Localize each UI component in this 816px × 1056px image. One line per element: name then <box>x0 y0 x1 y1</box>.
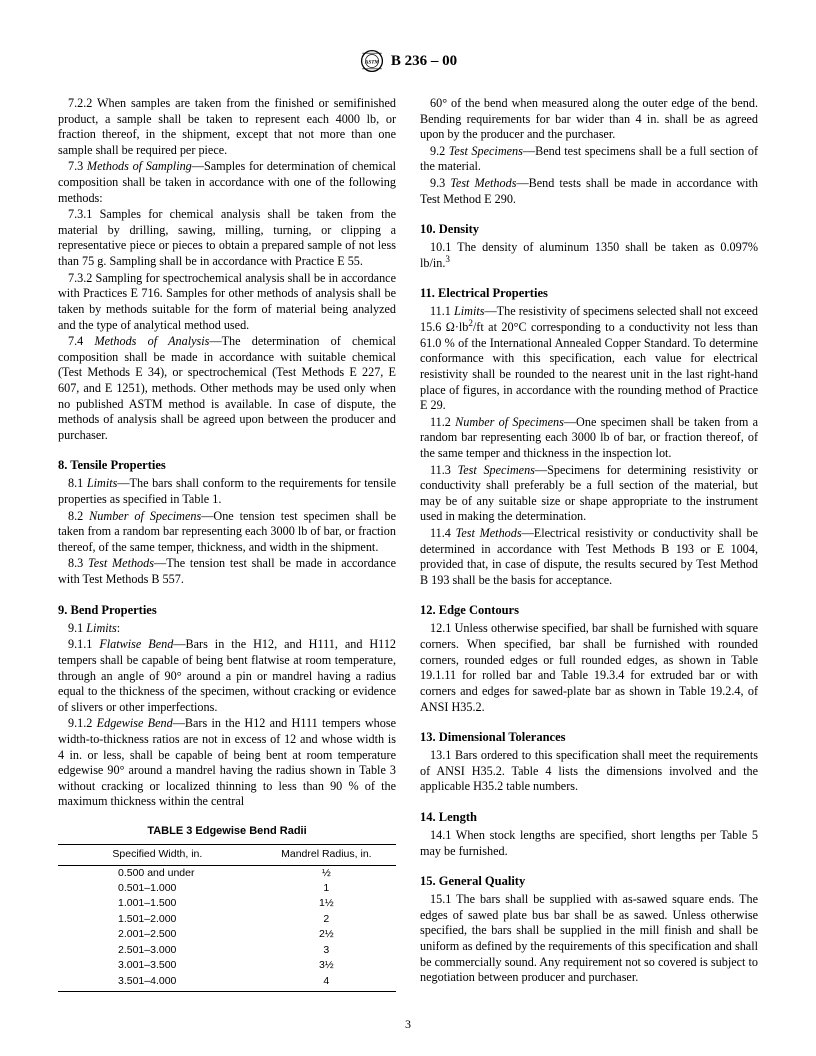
cube-sup: 3 <box>445 254 450 264</box>
table-cell-radius: 2½ <box>257 927 396 942</box>
label-8-1: Limits <box>87 476 117 490</box>
label-9-3: Test Methods <box>450 176 516 190</box>
label-11-4: Test Methods <box>456 526 522 540</box>
body-columns: 7.2.2 When samples are taken from the fi… <box>58 96 758 992</box>
para-9-2: 9.2 Test Specimens—Bend test specimens s… <box>420 144 758 175</box>
para-15-1: 15.1 The bars shall be supplied with as-… <box>420 892 758 986</box>
para-8-3: 8.3 Test Methods—The tension test shall … <box>58 556 396 587</box>
table-cell-radius: 3½ <box>257 958 396 973</box>
table-cell-width: 1.001–1.500 <box>58 896 257 911</box>
table-3-block: TABLE 3 Edgewise Bend Radii Specified Wi… <box>58 824 396 992</box>
page-number: 3 <box>0 1017 816 1032</box>
heading-14: 14. Length <box>420 809 758 825</box>
para-9-1-2-cont: 60° of the bend when measured along the … <box>420 96 758 143</box>
label-11-3: Test Specimens <box>458 463 535 477</box>
table-cell-radius: 1 <box>257 881 396 896</box>
table-row: 2.501–3.0003 <box>58 943 396 958</box>
para-11-2: 11.2 Number of Specimens—One specimen sh… <box>420 415 758 462</box>
label-11-1: Limits <box>454 304 484 318</box>
para-7-3: 7.3 Methods of Sampling—Samples for dete… <box>58 159 396 206</box>
table-row: 0.501–1.0001 <box>58 881 396 896</box>
table-cell-radius: 4 <box>257 974 396 992</box>
label-9-1-1: Flatwise Bend <box>99 637 173 651</box>
para-9-1-text: : <box>117 621 120 635</box>
table-3-col2: Mandrel Radius, in. <box>257 845 396 865</box>
table-3: Specified Width, in. Mandrel Radius, in.… <box>58 844 396 992</box>
para-13-1: 13.1 Bars ordered to this specification … <box>420 748 758 795</box>
table-row: 1.501–2.0002 <box>58 912 396 927</box>
table-3-col1: Specified Width, in. <box>58 845 257 865</box>
table-cell-width: 2.001–2.500 <box>58 927 257 942</box>
table-cell-radius: ½ <box>257 865 396 881</box>
para-11-1-b: /ft at 20°C corresponding to a conductiv… <box>420 320 758 412</box>
table-3-title: TABLE 3 Edgewise Bend Radii <box>58 824 396 838</box>
label-9-2: Test Specimens <box>449 144 523 158</box>
para-10-1: 10.1 The density of aluminum 1350 shall … <box>420 240 758 271</box>
para-7-3-1: 7.3.1 Samples for chemical analysis shal… <box>58 207 396 269</box>
para-7-2-2: 7.2.2 When samples are taken from the fi… <box>58 96 396 158</box>
label-methods-analysis: Methods of Analysis <box>94 334 209 348</box>
para-9-1-1: 9.1.1 Flatwise Bend—Bars in the H12, and… <box>58 637 396 715</box>
page: ASTM B 236 – 00 7.2.2 When samples are t… <box>0 0 816 1056</box>
table-row: 3.501–4.0004 <box>58 974 396 992</box>
heading-10: 10. Density <box>420 221 758 237</box>
label-9-1-2: Edgewise Bend <box>97 716 173 730</box>
para-12-1: 12.1 Unless otherwise specified, bar sha… <box>420 621 758 715</box>
para-8-2: 8.2 Number of Specimens—One tension test… <box>58 509 396 556</box>
heading-13: 13. Dimensional Tolerances <box>420 729 758 745</box>
label-8-2: Number of Specimens <box>89 509 201 523</box>
label-8-3: Test Methods <box>88 556 154 570</box>
table-cell-width: 3.001–3.500 <box>58 958 257 973</box>
heading-8: 8. Tensile Properties <box>58 457 396 473</box>
heading-11: 11. Electrical Properties <box>420 285 758 301</box>
table-cell-width: 0.500 and under <box>58 865 257 881</box>
table-cell-width: 2.501–3.000 <box>58 943 257 958</box>
para-11-4: 11.4 Test Methods—Electrical resistivity… <box>420 526 758 588</box>
heading-12: 12. Edge Contours <box>420 602 758 618</box>
table-cell-radius: 2 <box>257 912 396 927</box>
table-row: 1.001–1.5001½ <box>58 896 396 911</box>
para-11-3: 11.3 Test Specimens—Specimens for determ… <box>420 463 758 525</box>
table-cell-width: 1.501–2.000 <box>58 912 257 927</box>
para-9-1-2: 9.1.2 Edgewise Bend—Bars in the H12 and … <box>58 716 396 810</box>
table-cell-radius: 1½ <box>257 896 396 911</box>
para-8-1: 8.1 Limits—The bars shall conform to the… <box>58 476 396 507</box>
label-11-2: Number of Specimens <box>455 415 564 429</box>
para-7-3-2: 7.3.2 Sampling for spectrochemical analy… <box>58 271 396 333</box>
header: ASTM B 236 – 00 <box>58 48 758 74</box>
para-7-4: 7.4 Methods of Analysis—The determinatio… <box>58 334 396 443</box>
heading-9: 9. Bend Properties <box>58 602 396 618</box>
para-7-4-text: —The determination of chemical compositi… <box>58 334 396 442</box>
table-row: 0.500 and under½ <box>58 865 396 881</box>
astm-logo-icon: ASTM <box>359 48 385 74</box>
table-row: 3.001–3.5003½ <box>58 958 396 973</box>
para-14-1: 14.1 When stock lengths are specified, s… <box>420 828 758 859</box>
table-cell-radius: 3 <box>257 943 396 958</box>
svg-text:ASTM: ASTM <box>364 60 380 66</box>
para-9-1: 9.1 Limits: <box>58 621 396 637</box>
label-9-1: Limits <box>86 621 116 635</box>
designation: B 236 – 00 <box>391 53 457 70</box>
table-cell-width: 0.501–1.000 <box>58 881 257 896</box>
table-row: 2.001–2.5002½ <box>58 927 396 942</box>
table-cell-width: 3.501–4.000 <box>58 974 257 992</box>
label-methods-sampling: Methods of Sampling <box>87 159 192 173</box>
para-11-1: 11.1 Limits—The resistivity of specimens… <box>420 304 758 413</box>
heading-15: 15. General Quality <box>420 873 758 889</box>
para-9-3: 9.3 Test Methods—Bend tests shall be mad… <box>420 176 758 207</box>
para-10-1-text: 10.1 The density of aluminum 1350 shall … <box>420 240 758 270</box>
